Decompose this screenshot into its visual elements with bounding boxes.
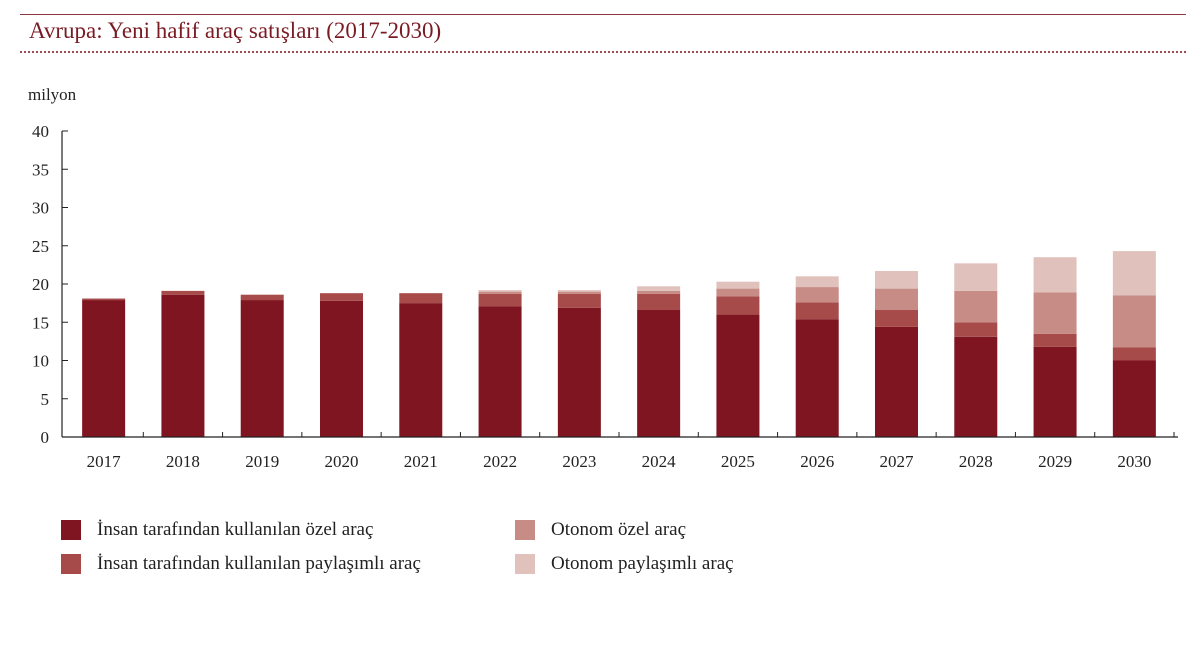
x-tick-label: 2019 — [245, 452, 279, 471]
legend-item: İnsan tarafından kullanılan özel araç — [61, 519, 373, 541]
legend-swatch — [61, 520, 81, 540]
chart-title: Avrupa: Yeni hafif araç satışları (2017-… — [29, 18, 442, 43]
bar-segment-2 — [795, 302, 839, 320]
bar-segment-1 — [557, 307, 601, 437]
bar-segment-3 — [478, 291, 522, 294]
bar-segment-3 — [716, 288, 760, 297]
bar-segment-1 — [954, 336, 998, 437]
legend-label: İnsan tarafından kullanılan özel araç — [97, 519, 374, 540]
bar-segment-1 — [478, 306, 522, 437]
bar-segment-4 — [1033, 257, 1077, 293]
legend-swatch — [515, 520, 535, 540]
x-tick-label: 2025 — [721, 452, 755, 471]
legend-item: İnsan tarafından kullanılan paylaşımlı a… — [61, 553, 421, 575]
legend-label: Otonom özel araç — [551, 519, 687, 540]
bar-segment-2 — [399, 293, 443, 304]
bar-segment-2 — [320, 293, 363, 301]
bar-segment-1 — [637, 310, 681, 437]
x-tick-label: 2029 — [1038, 452, 1072, 471]
bar-segment-1 — [161, 294, 205, 437]
bar-segment-3 — [557, 291, 601, 294]
y-tick-label: 5 — [41, 390, 50, 409]
legend-item: Otonom özel araç — [515, 519, 686, 541]
bar-segment-4 — [795, 276, 839, 288]
x-tick-label: 2020 — [325, 452, 359, 471]
y-tick-label: 20 — [32, 275, 49, 294]
title-dotted-rule — [20, 51, 1186, 53]
bar-segment-3 — [1112, 295, 1156, 348]
legend-swatch — [515, 554, 535, 574]
x-tick-label: 2026 — [800, 452, 834, 471]
bar-segment-2 — [1033, 333, 1077, 347]
legend-item: Otonom paylaşımlı araç — [515, 553, 734, 575]
bar-segment-3 — [1033, 292, 1077, 334]
x-tick-label: 2024 — [642, 452, 677, 471]
x-tick-label: 2030 — [1117, 452, 1151, 471]
bar-segment-4 — [478, 290, 522, 292]
bar-segment-4 — [875, 270, 918, 289]
bar-segment-1 — [320, 300, 363, 437]
x-tick-label: 2022 — [483, 452, 517, 471]
bar-segment-3 — [795, 287, 839, 303]
bar-segment-2 — [240, 294, 284, 301]
bar-segment-4 — [1112, 251, 1156, 296]
top-rule — [20, 14, 1186, 15]
bar-segment-1 — [82, 300, 126, 437]
bar-segment-1 — [716, 314, 760, 437]
bar-segment-2 — [637, 293, 681, 311]
y-tick-label: 25 — [32, 237, 49, 256]
bar-segment-3 — [637, 290, 681, 294]
bar-segment-2 — [161, 290, 205, 295]
bar-segment-3 — [954, 290, 998, 323]
x-tick-label: 2018 — [166, 452, 200, 471]
bar-segment-1 — [240, 300, 284, 437]
bar-segment-3 — [875, 288, 918, 311]
x-tick-label: 2017 — [87, 452, 122, 471]
bar-segment-4 — [557, 290, 601, 292]
y-tick-label: 35 — [32, 160, 49, 179]
bar-segment-2 — [1112, 347, 1156, 361]
x-tick-label: 2027 — [880, 452, 915, 471]
bar-segment-2 — [875, 310, 918, 327]
x-tick-label: 2023 — [562, 452, 596, 471]
bar-segment-1 — [399, 303, 443, 437]
bar-segment-2 — [954, 322, 998, 337]
x-tick-label: 2021 — [404, 452, 438, 471]
y-tick-label: 40 — [32, 122, 49, 141]
bar-segment-1 — [875, 326, 918, 437]
x-tick-label: 2028 — [959, 452, 993, 471]
bar-segment-2 — [716, 296, 760, 315]
bar-segment-1 — [1033, 346, 1077, 437]
y-tick-label: 10 — [32, 352, 49, 371]
y-axis-label: milyon — [28, 85, 77, 104]
bar-segment-2 — [478, 293, 522, 307]
legend-label: Otonom paylaşımlı araç — [551, 553, 734, 574]
legend-label: İnsan tarafından kullanılan paylaşımlı a… — [97, 553, 421, 574]
bar-segment-2 — [557, 293, 601, 308]
bar-segment-4 — [637, 286, 681, 291]
legend-swatch — [61, 554, 81, 574]
bar-segment-1 — [795, 319, 839, 437]
bar-segment-4 — [716, 281, 760, 289]
y-tick-label: 30 — [32, 199, 49, 218]
y-tick-label: 15 — [32, 313, 49, 332]
y-tick-label: 0 — [41, 428, 50, 447]
bar-segment-4 — [954, 263, 998, 291]
bar-segment-2 — [82, 298, 126, 301]
bar-segment-1 — [1112, 360, 1156, 437]
